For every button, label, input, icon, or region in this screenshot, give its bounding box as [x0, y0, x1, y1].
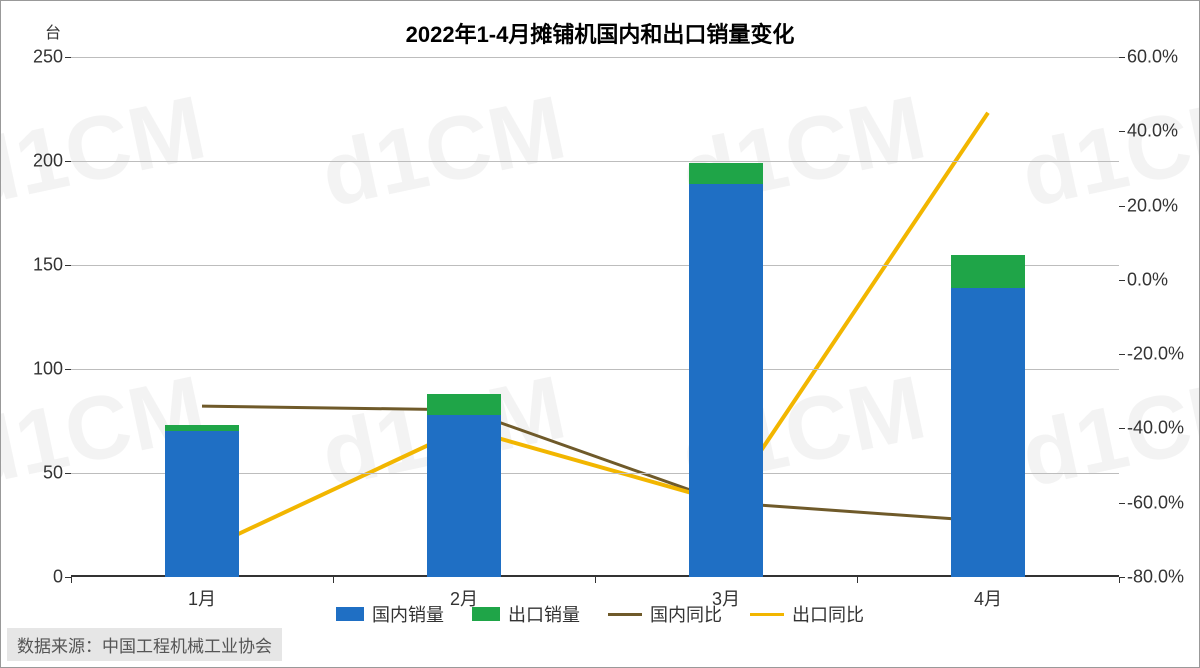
chart-container: d1CM d1CM d1CM d1CM d1CM d1CM d1CM d1CM …	[0, 0, 1200, 668]
y-left-tick-label: 200	[33, 151, 63, 172]
bar-export_sales	[689, 163, 762, 184]
y-right-tick-label: -80.0%	[1127, 567, 1184, 588]
y-right-tick-label: 40.0%	[1127, 121, 1178, 142]
legend-label: 出口同比	[792, 601, 864, 627]
legend-item-domestic_yoy: 国内同比	[608, 601, 722, 627]
grid-line	[71, 57, 1119, 58]
bar-domestic_sales	[951, 288, 1024, 577]
bar-domestic_sales	[165, 431, 238, 577]
y-right-tick-label: 20.0%	[1127, 195, 1178, 216]
bar-domestic_sales	[427, 415, 500, 577]
legend-swatch	[336, 607, 364, 621]
line-export_yoy	[202, 113, 988, 551]
legend-item-export_sales: 出口销量	[472, 601, 580, 627]
legend-line-swatch	[750, 613, 784, 616]
plot-area: 050100150200250-80.0%-60.0%-40.0%-20.0%0…	[71, 57, 1119, 577]
left-axis-title: 台	[45, 19, 61, 43]
legend-swatch	[472, 607, 500, 621]
x-tick-label: 1月	[188, 585, 216, 611]
bar-export_sales	[165, 425, 238, 431]
y-left-tick-label: 0	[53, 567, 63, 588]
y-right-tick-label: 0.0%	[1127, 269, 1168, 290]
x-tick-label: 4月	[974, 585, 1002, 611]
legend: 国内销量 出口销量 国内同比 出口同比	[336, 601, 864, 627]
y-left-tick-label: 150	[33, 255, 63, 276]
legend-item-export_yoy: 出口同比	[750, 601, 864, 627]
bar-export_sales	[427, 394, 500, 415]
bar-domestic_sales	[689, 184, 762, 577]
y-right-tick-label: 60.0%	[1127, 47, 1178, 68]
chart-title: 2022年1-4月摊铺机国内和出口销量变化	[406, 17, 795, 49]
y-right-tick-label: -60.0%	[1127, 492, 1184, 513]
bar-export_sales	[951, 255, 1024, 288]
legend-label: 国内销量	[372, 601, 444, 627]
data-source-label: 数据来源：中国工程机械工业协会	[7, 628, 282, 661]
legend-line-swatch	[608, 613, 642, 616]
y-left-tick-label: 250	[33, 47, 63, 68]
legend-item-domestic_sales: 国内销量	[336, 601, 444, 627]
legend-label: 出口销量	[508, 601, 580, 627]
y-right-tick-label: -20.0%	[1127, 344, 1184, 365]
y-left-tick-label: 50	[43, 463, 63, 484]
y-left-tick-label: 100	[33, 359, 63, 380]
grid-line	[71, 161, 1119, 162]
legend-label: 国内同比	[650, 601, 722, 627]
y-right-tick-label: -40.0%	[1127, 418, 1184, 439]
